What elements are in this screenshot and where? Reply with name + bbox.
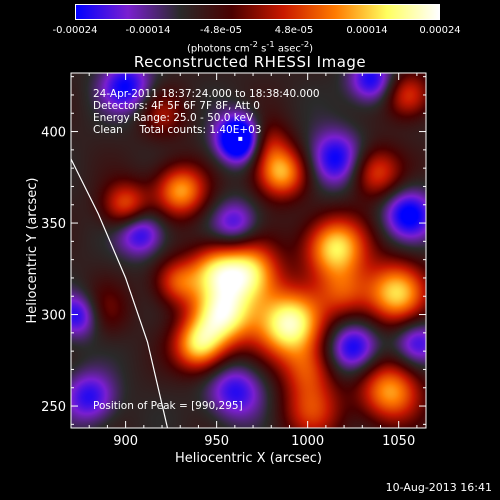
y-axis-label: Heliocentric Y (arcsec) bbox=[25, 178, 40, 324]
colorbar-tick-label: 0.00014 bbox=[346, 25, 388, 36]
peak-marker bbox=[238, 136, 243, 141]
x-axis-label: Heliocentric X (arcsec) bbox=[175, 451, 322, 466]
units-text: (photons cm bbox=[186, 43, 250, 55]
colorbar-tick-label: 0.00024 bbox=[419, 25, 461, 36]
heatmap-image bbox=[71, 73, 426, 428]
units-exp: -2 bbox=[249, 39, 258, 49]
units-text: s bbox=[257, 43, 267, 55]
colorbar-tick-label: 4.8e-05 bbox=[274, 25, 314, 36]
annotation-line: Detectors: 4F 5F 6F 7F 8F, Att 0 bbox=[93, 100, 260, 112]
colorbar-tick-label: -0.00014 bbox=[125, 25, 171, 36]
x-tick-label: 1050 bbox=[382, 434, 415, 449]
y-tick-label: 400 bbox=[41, 126, 66, 141]
y-tick-label: 250 bbox=[41, 400, 66, 415]
plot-frame bbox=[70, 72, 427, 429]
colorbar-units: (photons cm-2 s-1 asec-2) bbox=[0, 39, 500, 54]
annotation-line: 24-Apr-2011 18:37:24.000 to 18:38:40.000 bbox=[93, 88, 320, 100]
annotation-line: Energy Range: 25.0 - 50.0 keV bbox=[93, 112, 254, 124]
units-exp: -1 bbox=[266, 39, 275, 49]
x-tick-label: 950 bbox=[204, 434, 229, 449]
x-tick-label: 1000 bbox=[291, 434, 324, 449]
colorbar bbox=[75, 4, 440, 20]
colorbar-tick-label: -4.8e-05 bbox=[200, 25, 242, 36]
y-tick-label: 300 bbox=[41, 309, 66, 324]
units-exp: -2 bbox=[300, 39, 310, 49]
y-tick-label: 350 bbox=[41, 217, 66, 232]
peak-position-label: Position of Peak = [990,295] bbox=[93, 400, 243, 412]
annotation-line: Clean Total counts: 1.40E+03 bbox=[93, 124, 262, 136]
colorbar-tick-label: -0.00024 bbox=[52, 25, 98, 36]
units-text: ) bbox=[309, 43, 314, 55]
chart-title: Reconstructed RHESSI Image bbox=[133, 53, 367, 71]
units-text: asec bbox=[274, 43, 301, 55]
solar-limb-line bbox=[70, 158, 169, 429]
x-tick-label: 900 bbox=[113, 434, 138, 449]
footer-timestamp: 10-Aug-2013 16:41 bbox=[385, 481, 492, 494]
